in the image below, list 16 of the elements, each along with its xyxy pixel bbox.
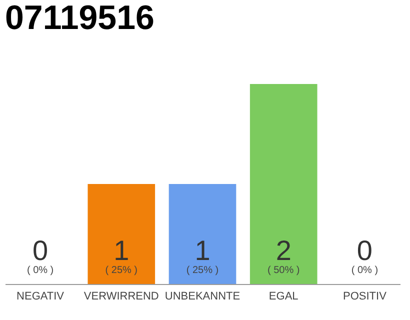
data-label: 1 [114,235,130,266]
data-label: 0 [356,235,373,266]
x-tick-label: UNBEKANNTE [164,290,240,302]
annotation: ( 0% ) [351,265,378,276]
x-tick-label: NEGATIV [16,290,65,302]
annotation: ( 50% ) [267,265,300,276]
annotation: ( 25% ) [105,265,138,276]
data-label: 2 [276,235,292,266]
chart-title: 07119516 [5,0,154,37]
data-label: 1 [194,235,210,266]
x-tick-label: VERWIRREND [84,290,159,302]
x-tick-label: EGAL [268,290,298,302]
annotation: ( 25% ) [186,265,219,276]
x-tick-label: POSITIV [343,290,388,302]
annotation: ( 0% ) [26,265,54,276]
data-label: 0 [32,235,48,266]
